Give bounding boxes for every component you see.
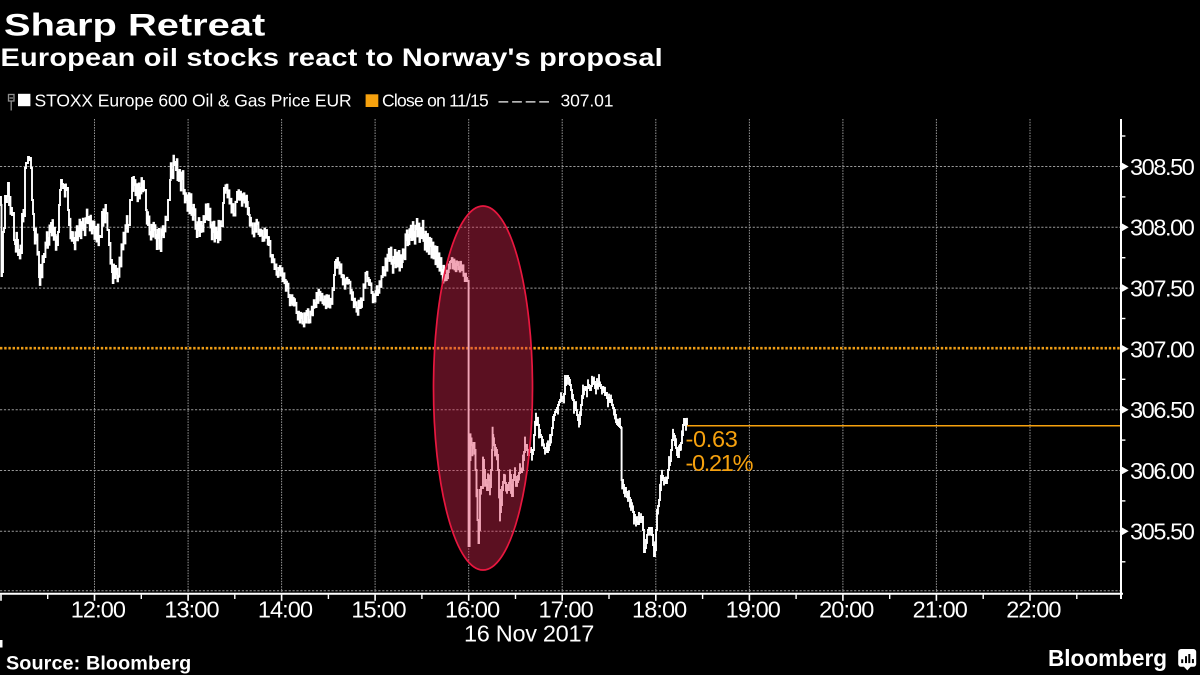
svg-text:306.00: 306.00: [1130, 458, 1195, 484]
svg-text:14:00: 14:00: [258, 597, 313, 623]
svg-text:307.50: 307.50: [1130, 276, 1195, 302]
svg-text:Close on 11/15– – – –307.01: Close on 11/15– – – –307.01: [382, 91, 613, 111]
svg-text:Source: Bloomberg: Source: Bloomberg: [6, 653, 191, 675]
svg-text:305.50: 305.50: [1130, 519, 1195, 545]
svg-text:20:00: 20:00: [819, 597, 874, 623]
svg-text:16 Nov 2017: 16 Nov 2017: [464, 621, 594, 647]
svg-text:308.00: 308.00: [1130, 215, 1195, 241]
svg-text:Bloomberg: Bloomberg: [1048, 645, 1167, 671]
svg-text:-0.63: -0.63: [686, 426, 738, 452]
svg-text:16:00: 16:00: [445, 597, 500, 623]
svg-text:13:00: 13:00: [164, 597, 219, 623]
svg-text:18:00: 18:00: [632, 597, 687, 623]
svg-text:308.50: 308.50: [1130, 154, 1195, 180]
svg-text:Sharp Retreat: Sharp Retreat: [4, 7, 265, 43]
svg-text:19:00: 19:00: [726, 597, 781, 623]
svg-text:European oil stocks react to N: European oil stocks react to Norway's pr…: [1, 44, 663, 72]
svg-text:-0.21%: -0.21%: [686, 450, 754, 476]
svg-text:STOXX Europe 600 Oil & Gas Pri: STOXX Europe 600 Oil & Gas Price EUR: [35, 91, 352, 111]
svg-text:15:00: 15:00: [351, 597, 406, 623]
svg-text:307.00: 307.00: [1130, 336, 1195, 362]
svg-text:22:00: 22:00: [1006, 597, 1061, 623]
svg-text:12:00: 12:00: [71, 597, 126, 623]
svg-text:306.50: 306.50: [1130, 397, 1195, 423]
svg-text:17:00: 17:00: [538, 597, 593, 623]
svg-text:21:00: 21:00: [913, 597, 968, 623]
